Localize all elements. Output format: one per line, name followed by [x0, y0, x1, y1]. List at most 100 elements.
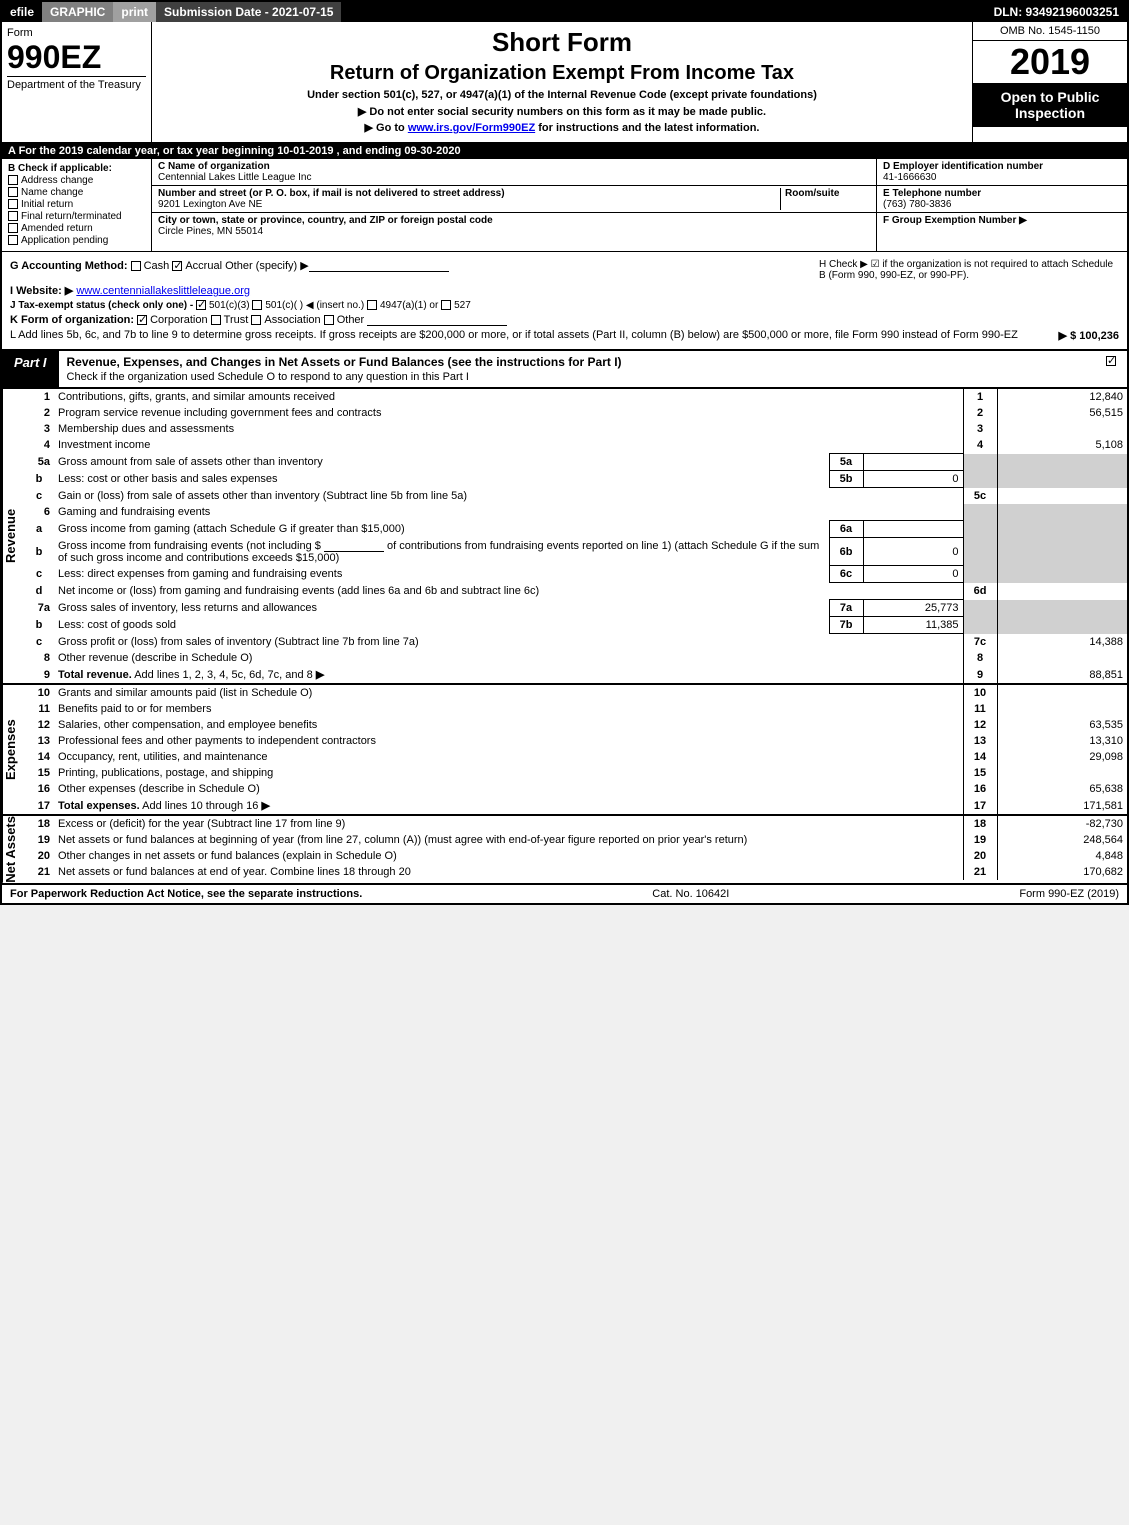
j-label: J Tax-exempt status (check only one) -: [10, 300, 193, 311]
j-4947-checkbox[interactable]: [367, 300, 377, 310]
line-9: 9Total revenue. Add lines 1, 2, 3, 4, 5c…: [24, 666, 1127, 683]
goto-suffix: for instructions and the latest informat…: [538, 122, 759, 134]
chk-final-return[interactable]: Final return/terminated: [8, 211, 145, 222]
dept-treasury: Department of the Treasury: [7, 76, 146, 91]
g-accrual-checkbox[interactable]: [172, 261, 182, 271]
arrow-icon: ▶: [316, 669, 324, 681]
k-corp-checkbox[interactable]: [137, 315, 147, 325]
chk-initial-return[interactable]: Initial return: [8, 199, 145, 210]
arrow-icon: ▶: [261, 800, 269, 812]
j-501c: 501(c)( ) ◀ (insert no.): [265, 300, 364, 311]
d-ein-label: D Employer identification number: [883, 161, 1043, 172]
open-to-public: Open to Public Inspection: [973, 83, 1127, 127]
line-6d: dNet income or (loss) from gaming and fu…: [24, 583, 1127, 600]
print-label[interactable]: print: [113, 2, 156, 22]
chk-amended-return[interactable]: Amended return: [8, 223, 145, 234]
netassets-vert-label: Net Assets: [2, 816, 24, 883]
line-6c: cLess: direct expenses from gaming and f…: [24, 566, 1127, 583]
line-a-tax-year: A For the 2019 calendar year, or tax yea…: [2, 143, 1127, 159]
line-4: 4Investment income45,108: [24, 437, 1127, 454]
line-3: 3Membership dues and assessments3: [24, 421, 1127, 437]
efile-label: efile: [2, 2, 42, 22]
e-phone-label: E Telephone number: [883, 188, 981, 199]
e-phone-value: (763) 780-3836: [883, 199, 951, 210]
line-2: 2Program service revenue including gover…: [24, 405, 1127, 421]
h-check-text: H Check ▶ ☑ if the organization is not r…: [819, 259, 1119, 281]
j-501c3-checkbox[interactable]: [196, 300, 206, 310]
line-18: 18Excess or (deficit) for the year (Subt…: [24, 816, 1127, 832]
line-16: 16Other expenses (describe in Schedule O…: [24, 781, 1127, 797]
j-501c-checkbox[interactable]: [252, 300, 262, 310]
revenue-vert-label: Revenue: [2, 389, 24, 683]
submission-date: Submission Date - 2021-07-15: [156, 2, 341, 22]
graphic-label: GRAPHIC: [42, 2, 113, 22]
footer-left: For Paperwork Reduction Act Notice, see …: [10, 888, 362, 900]
line-11: 11Benefits paid to or for members11: [24, 701, 1127, 717]
k-assoc: Association: [264, 314, 320, 326]
line-5a: 5aGross amount from sale of assets other…: [24, 454, 1127, 471]
box-bcdef: B Check if applicable: Address change Na…: [2, 159, 1127, 252]
part1-header: Part I Revenue, Expenses, and Changes in…: [2, 350, 1127, 388]
k-other-checkbox[interactable]: [324, 315, 334, 325]
g-label: G Accounting Method:: [10, 260, 128, 272]
box-c-org-info: C Name of organization Centennial Lakes …: [152, 159, 877, 251]
do-not-ssn: ▶ Do not enter social security numbers o…: [162, 105, 962, 118]
d-ein-value: 41-1666630: [883, 172, 936, 183]
dln-label: DLN: 93492196003251: [986, 2, 1127, 22]
i-website-link[interactable]: www.centenniallakeslittleleague.org: [76, 285, 250, 297]
j-501c3: 501(c)(3): [209, 300, 250, 311]
goto-link[interactable]: www.irs.gov/Form990EZ: [408, 122, 535, 134]
g-cash: Cash: [144, 260, 170, 272]
short-form-title: Short Form: [162, 27, 962, 58]
l-text: L Add lines 5b, 6c, and 7b to line 9 to …: [10, 329, 1049, 342]
org-name: Centennial Lakes Little League Inc: [158, 172, 311, 183]
c-street-label: Number and street (or P. O. box, if mail…: [158, 188, 505, 199]
under-section: Under section 501(c), 527, or 4947(a)(1)…: [162, 89, 962, 101]
expenses-table: 10Grants and similar amounts paid (list …: [24, 685, 1127, 814]
k-label: K Form of organization:: [10, 314, 134, 326]
line-7b: bLess: cost of goods sold7b11,385: [24, 617, 1127, 634]
k-assoc-checkbox[interactable]: [251, 315, 261, 325]
line-6a: aGross income from gaming (attach Schedu…: [24, 521, 1127, 538]
goto-line: ▶ Go to www.irs.gov/Form990EZ for instru…: [162, 121, 962, 134]
k-trust: Trust: [224, 314, 249, 326]
line-1: 1Contributions, gifts, grants, and simil…: [24, 389, 1127, 405]
line-6b: bGross income from fundraising events (n…: [24, 538, 1127, 566]
line-21: 21Net assets or fund balances at end of …: [24, 864, 1127, 880]
k-trust-checkbox[interactable]: [211, 315, 221, 325]
line-10: 10Grants and similar amounts paid (list …: [24, 685, 1127, 701]
revenue-table: 1Contributions, gifts, grants, and simil…: [24, 389, 1127, 683]
org-street: 9201 Lexington Ave NE: [158, 199, 262, 210]
box-b-checklist: B Check if applicable: Address change Na…: [2, 159, 152, 251]
g-other-blank[interactable]: [309, 260, 449, 272]
line-20: 20Other changes in net assets or fund ba…: [24, 848, 1127, 864]
j-527-checkbox[interactable]: [441, 300, 451, 310]
part1-schedule-o-checkbox[interactable]: [1106, 356, 1116, 366]
title-block: Form 990EZ Department of the Treasury Sh…: [2, 22, 1127, 143]
k-other: Other: [337, 314, 365, 326]
goto-prefix: ▶ Go to: [365, 122, 408, 134]
revenue-section: Revenue 1Contributions, gifts, grants, a…: [2, 388, 1127, 683]
part1-checkbox-cell: [1098, 351, 1127, 387]
mid-block-ghijk: G Accounting Method: Cash Accrual Other …: [2, 252, 1127, 350]
netassets-table: 18Excess or (deficit) for the year (Subt…: [24, 816, 1127, 880]
header-bar: efile GRAPHIC print Submission Date - 20…: [2, 2, 1127, 22]
tax-year: 2019: [973, 41, 1127, 83]
line-7a: 7aGross sales of inventory, less returns…: [24, 600, 1127, 617]
chk-name-change[interactable]: Name change: [8, 187, 145, 198]
k-other-blank[interactable]: [367, 314, 507, 326]
chk-application-pending[interactable]: Application pending: [8, 235, 145, 246]
line-5b: bLess: cost or other basis and sales exp…: [24, 471, 1127, 488]
chk-address-change[interactable]: Address change: [8, 175, 145, 186]
line-17: 17Total expenses. Add lines 10 through 1…: [24, 797, 1127, 814]
box-def: D Employer identification number 41-1666…: [877, 159, 1127, 251]
line-14: 14Occupancy, rent, utilities, and mainte…: [24, 749, 1127, 765]
line-7c: cGross profit or (loss) from sales of in…: [24, 634, 1127, 651]
expenses-vert-label: Expenses: [2, 685, 24, 814]
form-990ez-page: efile GRAPHIC print Submission Date - 20…: [0, 0, 1129, 905]
line-5c: cGain or (loss) from sale of assets othe…: [24, 488, 1127, 505]
g-cash-checkbox[interactable]: [131, 261, 141, 271]
f-group-label: F Group Exemption Number ▶: [883, 215, 1027, 226]
line-6: 6Gaming and fundraising events: [24, 504, 1127, 521]
box-b-label: B Check if applicable:: [8, 163, 145, 174]
